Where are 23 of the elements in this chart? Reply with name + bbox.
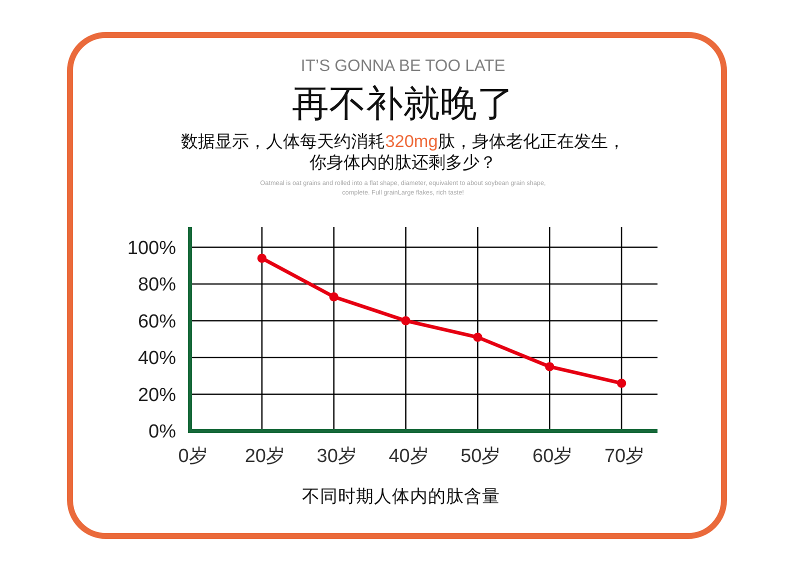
point [401,316,410,326]
x-tick-label: 20岁 [244,446,285,467]
x-tick-label: 70岁 [604,446,645,467]
x-tick-label: 50岁 [460,446,501,467]
chart-title: 再不补就晚了 [292,83,514,124]
point [545,362,554,372]
y-tick-label: 20% [138,384,176,406]
x-tick-label: 40岁 [388,446,429,467]
x-tick-label: 60岁 [532,446,573,467]
x-tick-label: 30岁 [316,446,357,467]
y-tick-label: 40% [138,348,176,370]
x-axis-title: 不同时期人体内的肽含量 [302,486,500,506]
y-tick-label: 100% [127,238,176,259]
y-tick-label: 80% [138,274,176,296]
point [473,332,482,342]
y-tick-label: 60% [138,311,176,332]
point [257,254,267,263]
point [616,378,626,388]
point [329,292,338,302]
chart-subtitle: 数据显示，人体每天约消耗320mg肽，身体老化正在发生，你身体内的肽还剩多少？ [181,131,625,172]
y-tick-label: 0% [148,422,176,443]
text: IT’S GONNA BE TOO LATE [300,57,506,75]
x-tick-label: 0岁 [178,446,208,467]
